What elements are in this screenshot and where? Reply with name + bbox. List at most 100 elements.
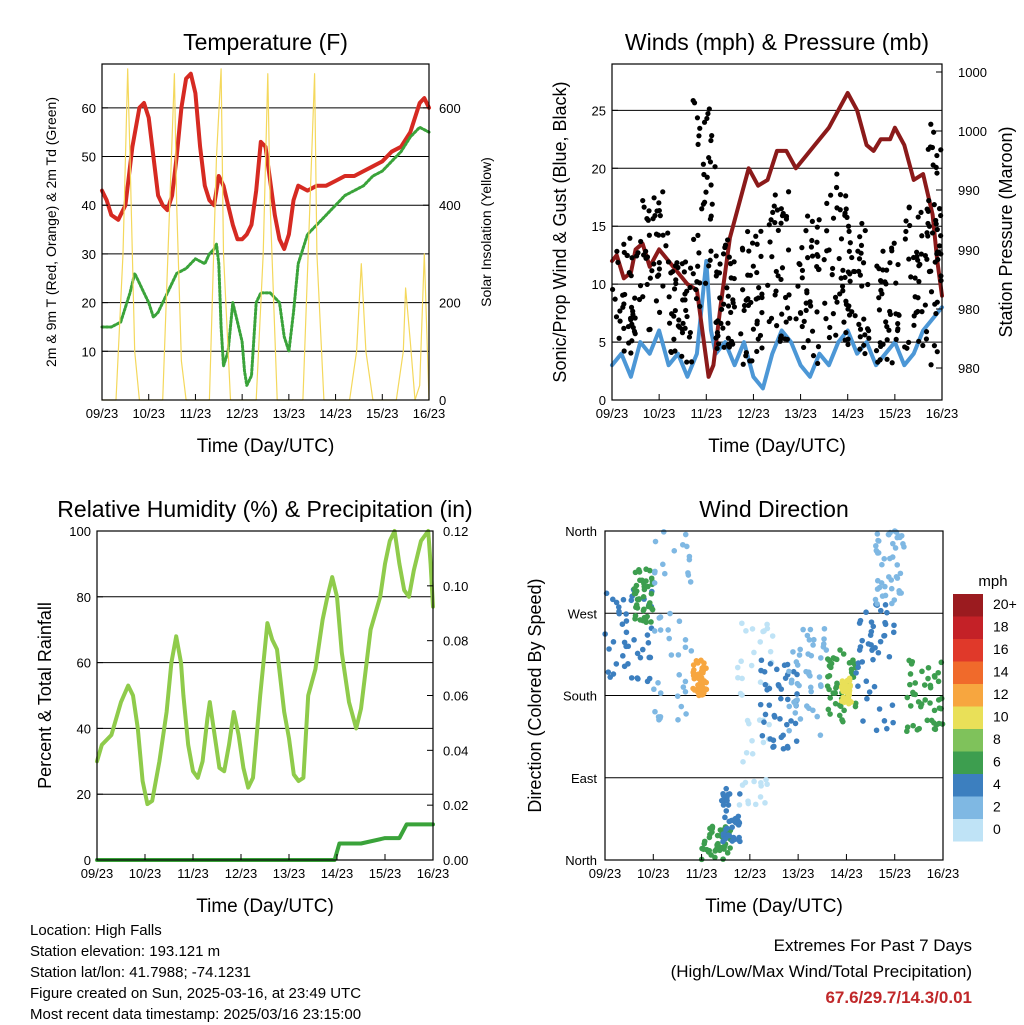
winds-gust-point bbox=[809, 237, 815, 244]
winds-gust-point bbox=[680, 320, 686, 326]
direction-point bbox=[722, 814, 728, 821]
direction-point bbox=[820, 644, 827, 650]
winds-gust-point bbox=[787, 315, 793, 321]
winds-gust-point bbox=[895, 261, 901, 268]
extremes-box: Extremes For Past 7 Days (High/Low/Max W… bbox=[671, 933, 972, 1011]
direction-point bbox=[932, 674, 938, 680]
direction-point bbox=[771, 712, 778, 719]
direction-point bbox=[616, 610, 622, 617]
winds-gust-point bbox=[728, 275, 734, 281]
direction-point bbox=[808, 688, 814, 695]
colorbar-swatch bbox=[953, 639, 983, 662]
winds-gust-point bbox=[799, 323, 805, 330]
winds-gust-point bbox=[857, 334, 863, 340]
winds-gust-point bbox=[621, 325, 627, 331]
winds-gust-point bbox=[814, 239, 820, 245]
direction-point bbox=[891, 597, 898, 603]
winds-gust-point bbox=[840, 267, 846, 273]
direction-xlabel: Time (Day/UTC) bbox=[705, 896, 843, 917]
winds-y2tick-label: 1000 bbox=[958, 124, 987, 139]
winds-gust-point bbox=[715, 341, 722, 347]
winds-gust-point bbox=[681, 269, 687, 275]
direction-point bbox=[886, 531, 892, 538]
recent-timestamp: Most recent data timestamp: 2025/03/16 2… bbox=[30, 1006, 362, 1023]
winds-gust-point bbox=[920, 342, 926, 349]
winds-gust-point bbox=[676, 317, 682, 323]
winds-gust-point bbox=[933, 310, 939, 317]
winds-gust-point bbox=[693, 286, 699, 293]
direction-point bbox=[935, 678, 942, 685]
winds-gust-point bbox=[624, 252, 630, 258]
colorbar-swatch bbox=[953, 661, 983, 684]
direction-point bbox=[826, 657, 833, 664]
direction-point bbox=[652, 538, 659, 545]
winds-gust-point bbox=[860, 260, 867, 266]
winds-gust-point bbox=[782, 336, 788, 342]
winds-gust-point bbox=[653, 298, 660, 304]
temperature-xtick-label: 16/23 bbox=[413, 406, 446, 421]
winds-gust-point bbox=[849, 254, 855, 261]
direction-point bbox=[894, 575, 901, 581]
direction-point bbox=[678, 703, 685, 710]
temperature-series-0 bbox=[100, 71, 431, 251]
winds-gust-point bbox=[708, 137, 714, 144]
winds-gust-point bbox=[704, 174, 710, 180]
direction-point bbox=[746, 720, 752, 727]
winds-gust-point bbox=[799, 275, 805, 281]
direction-point bbox=[764, 781, 770, 788]
winds-gust-point bbox=[796, 261, 802, 267]
direction-point bbox=[778, 695, 784, 702]
direction-point bbox=[645, 640, 652, 646]
temperature-xlabel: Time (Day/UTC) bbox=[197, 436, 335, 457]
temperature-y2tick-label: 400 bbox=[439, 198, 461, 213]
direction-point bbox=[655, 714, 662, 720]
direction-point bbox=[873, 727, 880, 734]
direction-point bbox=[840, 651, 847, 657]
direction-point bbox=[764, 621, 770, 628]
extremes-legend: (High/Low/Max Wind/Total Precipitation) bbox=[670, 962, 972, 981]
direction-point bbox=[725, 802, 732, 808]
direction-point bbox=[740, 759, 746, 765]
winds-gust-point bbox=[903, 228, 909, 235]
direction-point bbox=[757, 701, 764, 708]
direction-point bbox=[921, 682, 928, 688]
direction-point bbox=[811, 636, 817, 643]
direction-point bbox=[870, 656, 876, 663]
direction-point bbox=[884, 609, 890, 616]
winds-gust-point bbox=[656, 260, 662, 266]
winds-gust-point bbox=[774, 207, 781, 213]
direction-point bbox=[825, 706, 832, 713]
direction-point bbox=[665, 627, 671, 633]
direction-point bbox=[699, 692, 705, 698]
direction-point bbox=[635, 676, 641, 682]
direction-point bbox=[904, 694, 911, 701]
direction-point bbox=[720, 790, 726, 797]
winds-gust-point bbox=[923, 329, 930, 335]
direction-point bbox=[736, 802, 743, 808]
direction-point bbox=[778, 686, 785, 692]
winds-gust-point bbox=[918, 209, 924, 216]
winds-gust-point bbox=[697, 303, 703, 310]
direction-point bbox=[766, 721, 772, 728]
winds-gust-point bbox=[862, 227, 868, 234]
winds-gust-point bbox=[693, 295, 700, 302]
winds-gust-point bbox=[768, 315, 775, 321]
winds-gust-point bbox=[934, 299, 940, 305]
direction-point bbox=[609, 596, 616, 603]
winds-gust-point bbox=[682, 291, 688, 297]
temperature-series-2 bbox=[101, 68, 430, 401]
winds-gust-point bbox=[805, 255, 811, 261]
winds-gust-point bbox=[779, 311, 785, 317]
winds-gust-point bbox=[809, 253, 816, 259]
winds-gust-point bbox=[691, 100, 698, 106]
extremes-heading: Extremes For Past 7 Days bbox=[773, 936, 972, 955]
colorbar-swatch bbox=[953, 706, 983, 729]
direction-point bbox=[855, 683, 861, 690]
humidity-y2tick-label: 0.02 bbox=[443, 798, 468, 813]
direction-point bbox=[803, 668, 809, 675]
winds-gust-point bbox=[888, 245, 895, 251]
direction-point bbox=[694, 659, 700, 666]
winds-gust-point bbox=[856, 268, 862, 274]
winds-gust-point bbox=[651, 195, 657, 201]
direction-point bbox=[817, 682, 824, 688]
